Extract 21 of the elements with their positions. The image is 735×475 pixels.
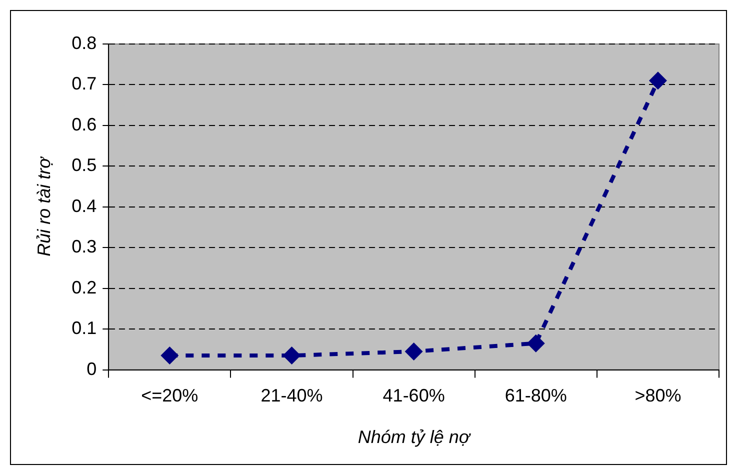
y-tick-label: 0.2 <box>72 277 97 298</box>
point <box>648 72 667 90</box>
point <box>282 346 301 365</box>
x-tick-label: >80% <box>634 386 682 406</box>
y-tick-label: 0.4 <box>72 196 97 216</box>
point <box>160 346 179 365</box>
y-tick-label: 0.3 <box>72 236 97 257</box>
x-tick-label: 21-40% <box>260 386 323 406</box>
y-tick-label: 0.8 <box>72 32 97 53</box>
y-tick-label: 0 <box>86 358 97 379</box>
point <box>526 334 545 352</box>
y-tick-label: 0.5 <box>72 155 97 176</box>
y-tick-label: 0.1 <box>72 318 97 338</box>
x-tick-label: 41-60% <box>382 386 445 406</box>
x-tick-label: <=20% <box>141 386 198 406</box>
y-tick-label: 0.6 <box>72 114 97 134</box>
x-axis-title: Nhóm tỷ lệ nợ <box>358 427 472 448</box>
y-axis-title: Rủi ro tài trợ <box>34 155 54 256</box>
y-tick-label: 0.7 <box>72 74 97 94</box>
point <box>404 342 423 360</box>
x-tick-label: 61-80% <box>504 386 567 406</box>
